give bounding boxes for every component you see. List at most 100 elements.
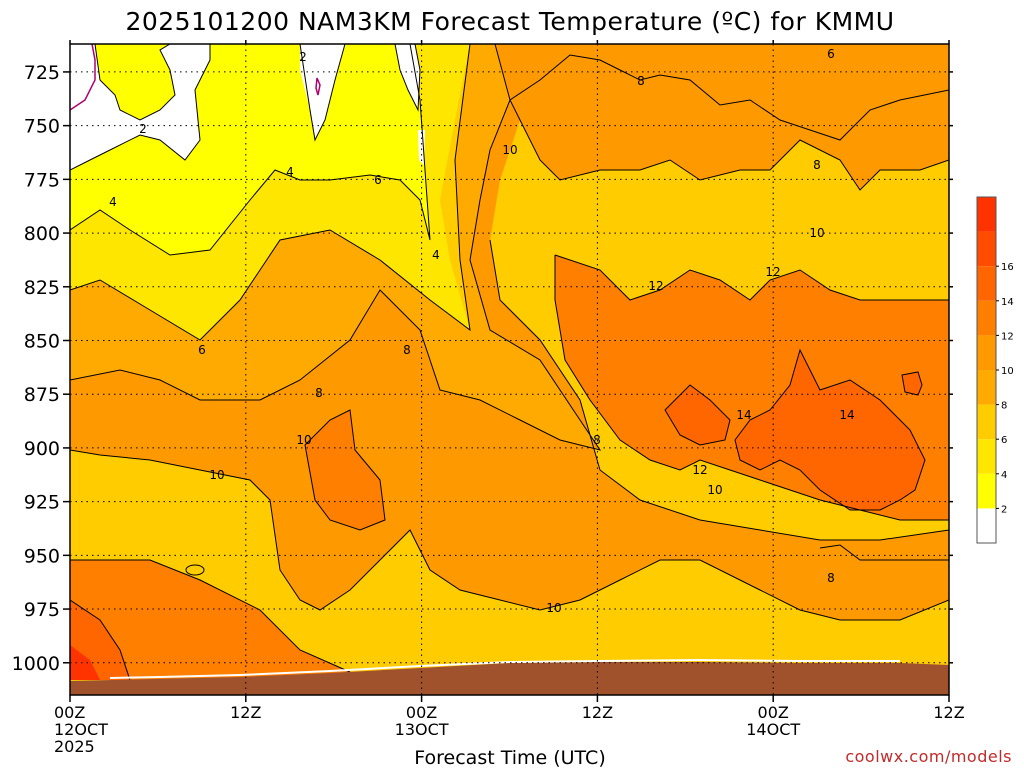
y-tick-label: 975	[24, 599, 60, 621]
x-tick-label: 14OCT	[746, 720, 800, 739]
contour-12	[554, 254, 949, 301]
contour-label: 6	[827, 47, 835, 61]
y-tick-label: 875	[24, 384, 60, 406]
contour-14	[664, 384, 731, 446]
band-below2-c	[395, 44, 420, 110]
colorbar-tick-label: 2	[1001, 504, 1007, 515]
y-tick-label: 775	[24, 169, 60, 191]
colorbar-tick-label: 8	[1001, 401, 1007, 412]
plot-area	[70, 44, 949, 695]
contour-small-loop	[185, 564, 205, 576]
band-12to14-b	[70, 560, 350, 680]
contour-label: 10	[502, 143, 517, 157]
x-tick-label: 13OCT	[395, 720, 449, 739]
band-14to16-b	[735, 350, 925, 510]
contour-label: 6	[198, 343, 206, 357]
colorbar-tick-label: 14	[1001, 297, 1014, 308]
contour-label: 10	[296, 433, 311, 447]
contour-label: 6	[374, 173, 382, 187]
colorbar-swatch	[977, 300, 996, 336]
colorbar: 2 4 6 8 10 12 14 16	[976, 196, 1014, 544]
contour-2d	[394, 44, 421, 112]
band-2to4	[70, 44, 430, 255]
colorbar-tick-label: 6	[1001, 435, 1007, 446]
colorbar-swatch	[977, 439, 996, 474]
y-tick-label: 825	[24, 277, 60, 299]
y-tick-label: 750	[24, 116, 60, 138]
colorbar-swatch	[977, 508, 996, 543]
x-tick-label: 12Z	[230, 703, 261, 722]
contour-4	[70, 44, 431, 256]
x-tick-label: 00Z	[758, 703, 789, 722]
contour-label: 10	[707, 483, 722, 497]
contour-label: 14	[839, 408, 854, 422]
contour-14d	[70, 599, 131, 681]
credit-text: coolwx.com/models	[845, 747, 1012, 766]
colorbar-swatch	[977, 335, 996, 370]
colorbar-tick-label: 12	[1001, 331, 1014, 342]
contour-10b	[494, 44, 949, 191]
band-8to10	[70, 44, 949, 450]
contour-lines	[70, 44, 949, 681]
band-above16	[70, 645, 100, 680]
y-tick-label: 1000	[12, 653, 60, 675]
band-12to14-c	[305, 410, 385, 530]
contour-10c	[489, 239, 949, 541]
y-tick-label: 950	[24, 545, 60, 567]
contour-12d	[70, 559, 351, 673]
chart-title: 2025101200 NAM3KM Forecast Temperature (…	[125, 7, 894, 36]
y-tick-label: 725	[24, 62, 60, 84]
y-axis: 725 750 775 800 825 850 875 900 925 950 975 1000	[12, 62, 953, 675]
ground-fill	[70, 662, 949, 695]
contour-2c	[299, 44, 346, 142]
band-14to16-c	[902, 372, 922, 395]
contour-label: 8	[827, 571, 835, 585]
contour-2b	[70, 44, 211, 171]
contour-label: 12	[692, 463, 707, 477]
colorbar-swatch	[977, 266, 996, 301]
colorbar-swatch	[977, 404, 996, 440]
band-10to12	[70, 44, 949, 620]
contour-label: 8	[315, 386, 323, 400]
contour-label: 12	[765, 265, 780, 279]
x-tick-label: 00Z	[54, 703, 85, 722]
x-tick-label: 12Z	[933, 703, 964, 722]
contour-14c	[901, 371, 923, 396]
contour-label: 14	[736, 408, 751, 422]
contour-12c	[304, 409, 386, 531]
colorbar-tick-label: 4	[1001, 470, 1007, 481]
contour-10	[70, 449, 949, 621]
contour-label: 8	[593, 433, 601, 447]
contour-6	[70, 44, 471, 341]
x-tick-label: 2025	[54, 737, 95, 756]
contour-label: 8	[637, 74, 645, 88]
colorbar-swatch	[977, 231, 996, 267]
contour-magenta-b	[315, 77, 321, 96]
band-14to16	[665, 385, 730, 445]
contour-label: 10	[809, 226, 824, 240]
contour-label: 8	[403, 343, 411, 357]
colorbar-swatch	[977, 370, 996, 405]
contour-label: 4	[109, 195, 117, 209]
contour-magenta	[70, 44, 96, 111]
contour-label: 4	[432, 248, 440, 262]
contour-label: 12	[648, 279, 663, 293]
contour-2	[94, 44, 176, 121]
contour-label: 10	[546, 601, 561, 615]
contour-14b	[734, 348, 926, 511]
plot-frame	[69, 43, 950, 696]
grid-lines	[70, 44, 949, 695]
colorbar-swatch	[977, 197, 996, 232]
x-axis-label: Forecast Time (UTC)	[414, 747, 605, 768]
x-tick-label: 12OCT	[54, 720, 108, 739]
y-tick-label: 850	[24, 330, 60, 352]
contour-label: 8	[813, 158, 821, 172]
y-tick-label: 925	[24, 492, 60, 514]
ground-edge	[109, 658, 900, 679]
colorbar-tick-label: 16	[1001, 262, 1014, 273]
y-tick-label: 800	[24, 223, 60, 245]
contour-8	[70, 54, 949, 451]
